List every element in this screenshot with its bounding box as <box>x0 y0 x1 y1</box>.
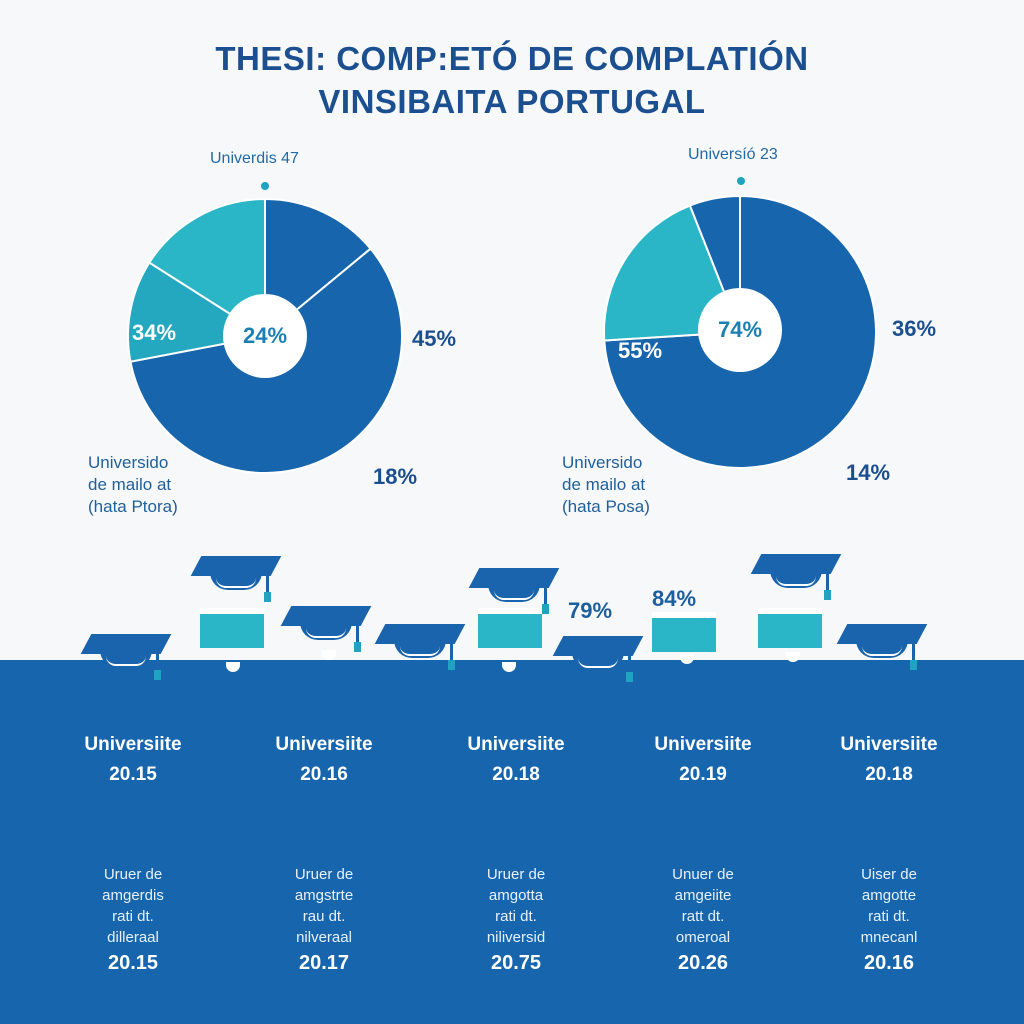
column-value: 20.75 <box>490 952 542 974</box>
pie-legend: Universido de mailo at (hata Posa) <box>562 452 732 518</box>
column-year: 20.15 <box>109 764 157 785</box>
column-description: Uruer de amgerdis rati dt. dilleraal <box>53 864 213 948</box>
desc-line: Uruer de <box>294 866 354 883</box>
caption-dot <box>737 177 745 185</box>
pie-legend: Universido de mailo at (hata Ptora) <box>88 452 258 518</box>
column-year: 20.16 <box>300 764 348 785</box>
page-subtitle: VINSIBAITA PORTUGAL <box>318 83 706 120</box>
book-block-icon <box>758 608 822 648</box>
slice-label: 55% <box>618 338 663 363</box>
column-value: 20.17 <box>298 952 350 974</box>
book-block-icon <box>652 612 716 652</box>
stand-dot <box>502 662 516 672</box>
column-value: 20.15 <box>107 952 159 974</box>
desc-line: amgstrte <box>294 887 354 904</box>
stand-dot <box>322 650 336 660</box>
desc-line: amgeiite <box>674 887 732 904</box>
legend-line: (hata Posa) <box>562 497 650 516</box>
desc-line: rau dt. <box>302 908 346 925</box>
column-description: Uiser de amgotte rati dt. mnecanl <box>809 864 969 948</box>
legend-line: de mailo at <box>562 475 646 494</box>
desc-line: Uiser de <box>861 866 917 883</box>
pie-chart-left: Univerdis 47 24% 45% 18% 34% Universido … <box>88 140 490 530</box>
desc-line: Uruer de <box>103 866 163 883</box>
column-year: 20.18 <box>492 764 540 785</box>
slice-label: 36% <box>892 316 937 341</box>
desc-line: amgerdis <box>102 887 164 904</box>
pie-chart-right: Universíó 23 74% 36% 14% 55% Universido … <box>550 140 970 530</box>
slice-label: 34% <box>132 320 177 345</box>
column-name: Universiite <box>654 734 752 755</box>
desc-line: rati dt. <box>112 908 154 925</box>
stand-dot <box>680 654 694 664</box>
legend-line: Universido <box>562 453 643 472</box>
page-title: THESI: COMP:ETÓ DE COMPLATIÓN <box>215 40 809 77</box>
pie-caption: Universíó 23 <box>688 146 778 163</box>
stand-dot <box>786 652 800 662</box>
desc-line: amgotte <box>861 887 917 904</box>
desc-line: amgotta <box>488 887 544 904</box>
column-description: Unuer de amgeiite ratt dt. omeroal <box>623 864 783 948</box>
graduation-caps-illustration: 79% 84% <box>0 550 1024 682</box>
slice-label: 18% <box>373 464 418 489</box>
desc-line: rati dt. <box>868 908 910 925</box>
column-name: Universiite <box>467 734 565 755</box>
book-block-icon <box>478 608 542 648</box>
cap-percent-label: 79% <box>568 598 613 623</box>
column-name: Universiite <box>840 734 938 755</box>
desc-line: ratt dt. <box>681 908 725 925</box>
column-description: Uruer de amgotta rati dt. niliversid <box>436 864 596 948</box>
slice-label: 14% <box>846 460 891 485</box>
pie-center-label: 74% <box>698 288 782 372</box>
column-value: 20.26 <box>677 952 729 974</box>
column-value: 20.16 <box>863 952 915 974</box>
pie-slice <box>147 197 266 338</box>
desc-line: rati dt. <box>495 908 537 925</box>
desc-line: dilleraal <box>107 929 159 946</box>
book-block-icon <box>200 608 264 648</box>
legend-line: de mailo at <box>88 475 172 494</box>
column-year: 20.19 <box>679 764 727 785</box>
pie-caption: Univerdis 47 <box>210 150 299 167</box>
desc-line: mnecanl <box>860 929 918 946</box>
column-year: 20.18 <box>865 764 913 785</box>
caption-dot <box>261 182 269 190</box>
legend-line: (hata Ptora) <box>88 497 178 516</box>
desc-line: omeroal <box>675 929 731 946</box>
column-description: Uruer de amgstrte rau dt. nilveraal <box>244 864 404 948</box>
desc-line: niliversid <box>486 929 546 946</box>
stand-dot <box>226 662 240 672</box>
desc-line: Unuer de <box>672 866 734 883</box>
pie-slice <box>264 197 372 339</box>
slice-label: 45% <box>412 326 457 351</box>
desc-line: Uruer de <box>486 866 546 883</box>
legend-line: Universido <box>88 453 169 472</box>
cap-percent-label: 84% <box>652 586 697 611</box>
stats-band: Universiite 20.15 Uruer de amgerdis rati… <box>0 660 1024 1024</box>
pie-center-label: 24% <box>223 294 307 378</box>
desc-line: nilveraal <box>296 929 352 946</box>
column-name: Universiite <box>275 734 373 755</box>
column-name: Universiite <box>84 734 182 755</box>
